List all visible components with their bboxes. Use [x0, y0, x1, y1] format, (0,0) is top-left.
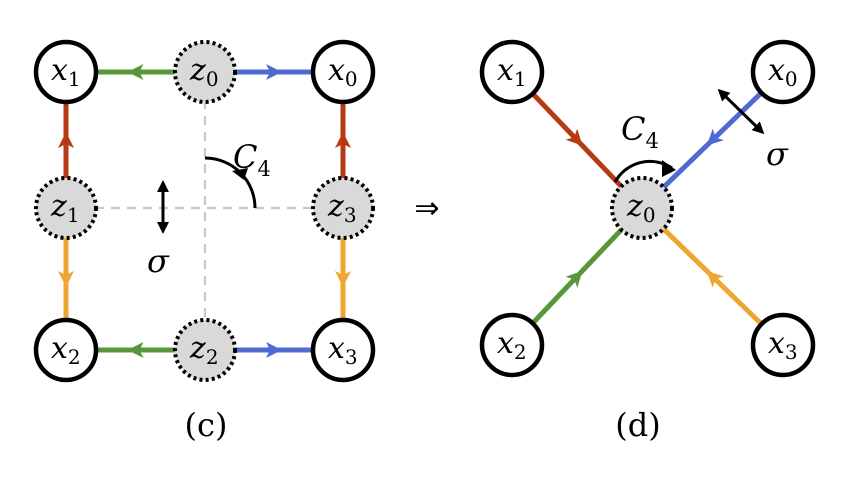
panel-c-edge-z0-x0 [235, 64, 313, 80]
node-label: z1 [50, 189, 80, 227]
panel-c-edge-z2-x2 [96, 342, 175, 358]
edge-arrowhead [335, 271, 351, 287]
node-label: x0 [328, 53, 358, 91]
node-label: x1 [51, 53, 81, 91]
panel-c-node-x3: x3 [310, 317, 376, 383]
edge-arrowhead [565, 270, 583, 288]
observed-node-circle [479, 39, 545, 105]
panel-c-nodes: x1 z0 x0 z1 z3 x2 z2 x3 [33, 39, 376, 383]
node-label: x1 [497, 53, 527, 91]
panel-c-sigma-label: σ [147, 242, 170, 280]
panel-d-rotation-label: C4 [621, 110, 659, 153]
node-label: x3 [768, 326, 798, 364]
panel-c-edge-z2-x3 [235, 342, 313, 358]
panel-c-node-z0: z0 [173, 40, 237, 104]
panel-c-node-z3: z3 [311, 176, 375, 240]
observed-node-circle [33, 317, 99, 383]
observed-node-circle [33, 39, 99, 105]
latent-node-circle [173, 318, 237, 382]
rotation-arrowhead [662, 160, 676, 177]
panel-c-node-z2: z2 [173, 318, 237, 382]
edge-arrowhead [335, 132, 351, 148]
panel-d-reflection-symbol: σ [717, 88, 789, 173]
observed-node-circle [750, 39, 816, 105]
latent-node-circle [610, 176, 674, 240]
panel-d-edge-x1-z0 [530, 91, 624, 189]
panel-c-node-x1: x1 [33, 39, 99, 105]
panel-d-node-x0: x0 [750, 39, 816, 105]
panel-d-node-x3: x3 [750, 312, 816, 378]
edge-arrowhead [565, 128, 583, 146]
node-label: x0 [768, 53, 798, 91]
panel-c-edge-z3-x3 [335, 238, 351, 320]
panel-c-reflection-symbol: σ [147, 180, 170, 280]
panel-d-edge-x0-z0 [661, 91, 764, 189]
panel-c-edges [58, 64, 351, 358]
latent-node-circle [173, 40, 237, 104]
panel-d-sigma-label: σ [766, 135, 789, 173]
panel-c-node-z1: z1 [34, 176, 98, 240]
edge-arrowhead [706, 128, 724, 146]
edge-arrowhead [58, 132, 74, 148]
panel-d-edges [530, 91, 764, 326]
panel-d-edge-x3-z0 [661, 227, 764, 326]
node-label: z2 [189, 331, 219, 369]
edge-arrowhead [266, 342, 282, 358]
panel-c-edge-z1-x1 [58, 102, 74, 178]
node-label: x2 [497, 326, 527, 364]
panel-d-node-x1: x1 [479, 39, 545, 105]
panel-c-edge-z1-x2 [58, 238, 74, 320]
edge-arrowhead [706, 270, 724, 288]
edge-arrowhead [127, 342, 144, 358]
panel-d-nodes: x1 x0 z0 x2 x3 [479, 39, 816, 378]
rotation-arrowhead [232, 168, 248, 180]
node-label: z0 [626, 189, 656, 227]
reflection-arrow [717, 88, 765, 135]
panel-c-edge-z3-x0 [335, 102, 351, 178]
node-label: z0 [189, 53, 219, 91]
node-label: z3 [327, 189, 357, 227]
panel-d-node-x2: x2 [479, 312, 545, 378]
edge-arrowhead [58, 271, 74, 287]
panel-c-caption: (c) [185, 406, 228, 444]
panel-d-caption: (d) [615, 406, 660, 444]
implies-symbol: ⇒ [414, 191, 439, 226]
observed-node-circle [479, 312, 545, 378]
edge-arrowhead [266, 64, 282, 80]
panel-c-node-x0: x0 [310, 39, 376, 105]
observed-node-circle [310, 39, 376, 105]
panel-c-edge-z0-x1 [96, 64, 175, 80]
latent-node-circle [34, 176, 98, 240]
panel-c-axes [95, 100, 315, 320]
edge-arrowhead [127, 64, 144, 80]
observed-node-circle [750, 312, 816, 378]
panel-d-edge-x2-z0 [530, 228, 624, 325]
node-label: x3 [328, 331, 358, 369]
observed-node-circle [310, 317, 376, 383]
latent-node-circle [311, 176, 375, 240]
panel-d-node-z0: z0 [610, 176, 674, 240]
node-label: x2 [51, 331, 81, 369]
panel-c-rotation-label: C4 [233, 138, 271, 181]
panel-c-node-x2: x2 [33, 317, 99, 383]
panel-d-rotation-symbol: C4 [613, 110, 676, 183]
panel-c-rotation-symbol: C4 [204, 138, 271, 209]
